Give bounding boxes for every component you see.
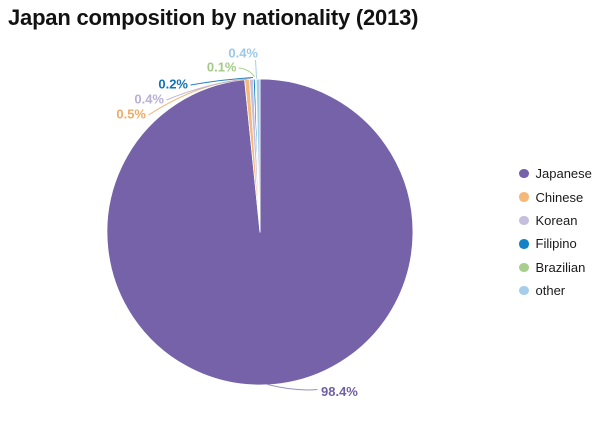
legend-label-filipino: Filipino [535, 236, 577, 252]
legend-label-chinese: Chinese [535, 189, 584, 205]
legend: Japanese Chinese Korean Filipino Brazilian ot… [519, 162, 592, 302]
legend-swatch-japanese [519, 168, 529, 179]
legend-label-brazilian: Brazilian [535, 259, 586, 275]
legend-swatch-korean [519, 215, 529, 226]
legend-item-filipino: Filipino [519, 232, 592, 255]
leader-line-filipino [190, 77, 254, 86]
chart-title: Japan composition by nationality (2013) [8, 5, 419, 30]
legend-swatch-other [519, 285, 529, 296]
pie-slice-other [255, 78, 261, 233]
legend-item-japanese: Japanese [519, 162, 592, 185]
leader-line-korean [166, 78, 251, 101]
leader-line-japanese [267, 384, 318, 391]
slice-label-other: 0.4% [228, 46, 258, 61]
legend-item-other: other [519, 279, 592, 302]
slice-label-brazilian: 0.1% [207, 60, 237, 75]
leader-line-brazilian [238, 67, 255, 77]
legend-item-brazilian: Brazilian [519, 256, 592, 279]
legend-item-chinese: Chinese [519, 185, 592, 208]
legend-item-korean: Korean [519, 209, 592, 232]
slice-label-japanese: 98.4% [321, 384, 358, 399]
legend-swatch-brazilian [519, 262, 529, 272]
legend-label-japanese: Japanese [535, 166, 592, 182]
leader-line-other [255, 59, 257, 79]
slice-label-chinese: 0.5% [116, 107, 146, 122]
slice-label-korean: 0.4% [134, 92, 164, 107]
legend-swatch-chinese [519, 192, 529, 202]
legend-label-other: other [535, 283, 566, 299]
legend-swatch-filipino [519, 239, 529, 249]
slice-label-filipino: 0.2% [158, 77, 188, 92]
legend-label-korean: Korean [535, 212, 578, 228]
